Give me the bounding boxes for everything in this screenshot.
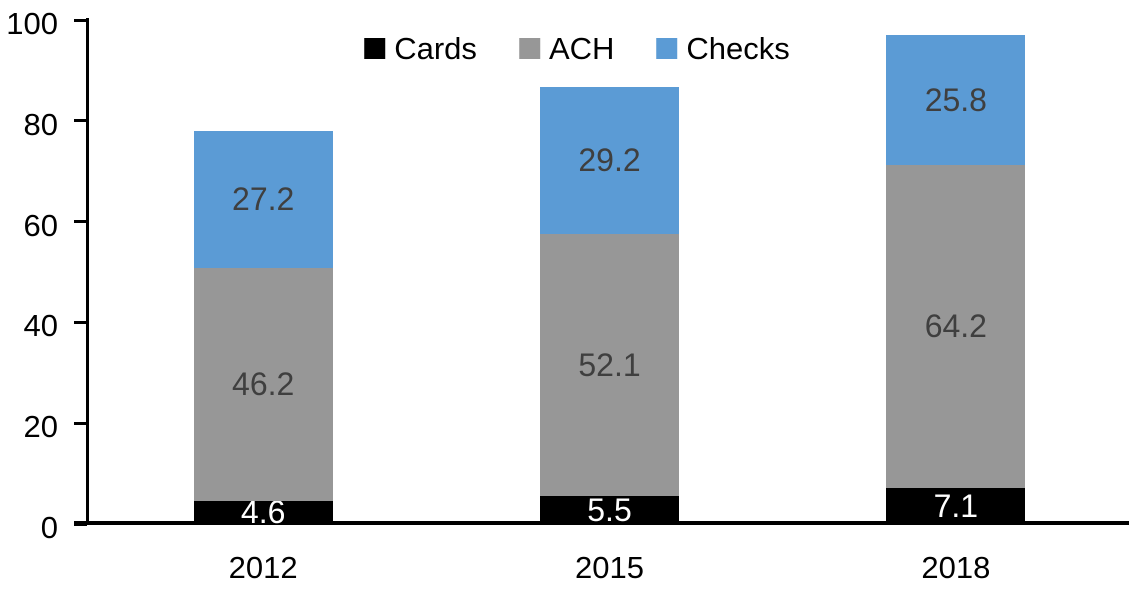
y-axis-tick: [74, 320, 87, 324]
x-tick-label: 2015: [575, 550, 644, 585]
x-tick-label: 2018: [921, 550, 991, 585]
bar-value-label: 29.2: [578, 142, 641, 179]
y-axis-tick: [74, 220, 87, 224]
y-axis-tick: [74, 421, 87, 425]
bar-segment-cards-2018: [886, 488, 1026, 524]
legend-item-ach: ACH: [518, 31, 615, 66]
bar-value-label: 27.2: [232, 181, 295, 218]
ach-swatch-icon: [518, 38, 540, 59]
legend-label: Checks: [686, 31, 790, 66]
bar-value-label: 52.1: [578, 346, 641, 383]
y-tick-label: 0: [40, 510, 58, 545]
bar-segment-ach-2018: [886, 164, 1026, 489]
bar-value-label: 25.8: [924, 81, 987, 118]
legend-label: ACH: [548, 31, 615, 66]
bar-segment-checks-2012: [193, 130, 333, 268]
y-tick-label: 20: [23, 409, 58, 445]
bar-segment-ach-2012: [193, 267, 333, 501]
y-tick-label: 100: [6, 6, 58, 41]
bar-segment-checks-2015: [540, 86, 679, 234]
cards-swatch-icon: [364, 38, 386, 59]
legend-label: Cards: [394, 31, 477, 66]
checks-swatch-icon: [656, 38, 678, 59]
y-axis-tick: [74, 18, 87, 22]
bar-value-label: 46.2: [232, 366, 295, 403]
bar-segment-cards-2015: [540, 496, 679, 524]
bar-value-label: 5.5: [587, 492, 632, 529]
y-axis-tick: [74, 522, 87, 526]
y-axis-tick: [74, 119, 87, 123]
bar-segment-ach-2015: [540, 233, 679, 497]
bar-value-label: 7.1: [933, 488, 979, 525]
x-tick-label: 2012: [228, 550, 298, 585]
legend-item-cards: Cards: [364, 33, 477, 64]
legend-item-checks: Checks: [656, 31, 790, 66]
bar-segment-checks-2018: [886, 34, 1026, 165]
y-tick-label: 80: [23, 106, 58, 142]
legend: Cards ACH Checks: [364, 33, 790, 64]
bar-value-label: 4.6: [240, 494, 286, 531]
y-tick-label: 60: [23, 207, 58, 243]
bar-value-label: 64.2: [924, 308, 987, 345]
y-tick-label: 40: [23, 308, 58, 344]
y-axis-line: [86, 18, 89, 525]
bar-segment-cards-2012: [193, 500, 333, 524]
